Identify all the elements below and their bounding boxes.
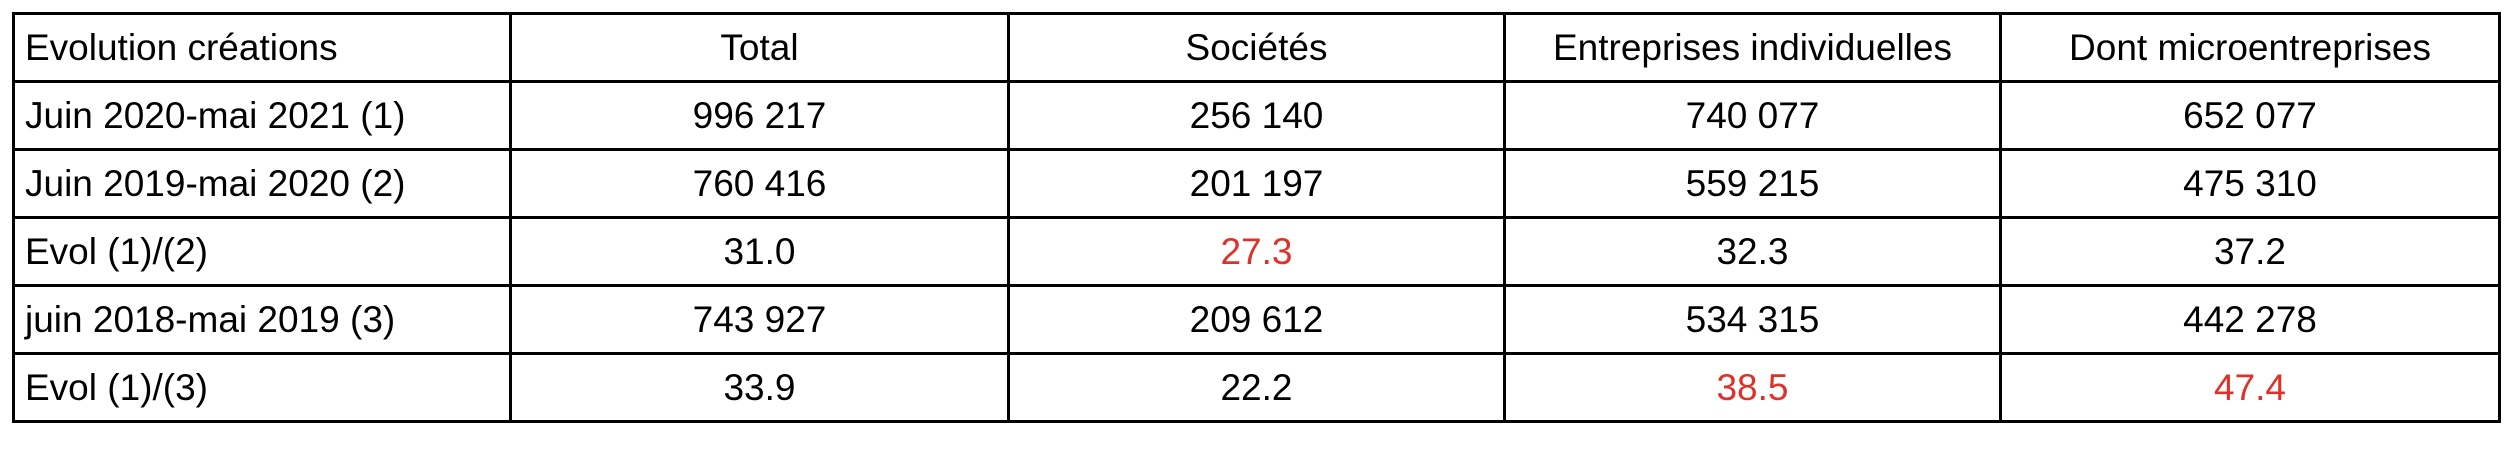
cell: 37.2 [1999,216,2501,287]
data-table: Evolution créations Total Sociétés Entre… [12,12,2501,423]
header-cell: Total [509,12,1010,83]
header-cell: Entreprises individuelles [1503,12,2002,83]
table-row: juin 2018-mai 2019 (3) 743 927 209 612 5… [12,284,2501,355]
table-row: Evol (1)/(2) 31.0 27.3 32.3 37.2 [12,216,2501,287]
cell: 475 310 [1999,148,2501,219]
table-row: Evol (1)/(3) 33.9 22.2 38.5 47.4 [12,352,2501,423]
row-label: Juin 2020-mai 2021 (1) [12,80,512,151]
cell: 27.3 [1007,216,1506,287]
row-label: Evol (1)/(3) [12,352,512,423]
header-cell: Evolution créations [12,12,512,83]
cell: 201 197 [1007,148,1506,219]
table-row: Juin 2020-mai 2021 (1) 996 217 256 140 7… [12,80,2501,151]
row-label: juin 2018-mai 2019 (3) [12,284,512,355]
header-row: Evolution créations Total Sociétés Entre… [12,12,2501,83]
cell: 760 416 [509,148,1010,219]
table-row: Juin 2019-mai 2020 (2) 760 416 201 197 5… [12,148,2501,219]
cell: 209 612 [1007,284,1506,355]
cell: 256 140 [1007,80,1506,151]
cell: 740 077 [1503,80,2002,151]
cell: 652 077 [1999,80,2501,151]
cell: 996 217 [509,80,1010,151]
cell: 32.3 [1503,216,2002,287]
cell: 38.5 [1503,352,2002,423]
cell: 442 278 [1999,284,2501,355]
cell: 534 315 [1503,284,2002,355]
row-label: Evol (1)/(2) [12,216,512,287]
cell: 559 215 [1503,148,2002,219]
header-cell: Sociétés [1007,12,1506,83]
cell: 31.0 [509,216,1010,287]
cell: 33.9 [509,352,1010,423]
cell: 22.2 [1007,352,1506,423]
cell: 47.4 [1999,352,2501,423]
cell: 743 927 [509,284,1010,355]
row-label: Juin 2019-mai 2020 (2) [12,148,512,219]
header-cell: Dont microentreprises [1999,12,2501,83]
